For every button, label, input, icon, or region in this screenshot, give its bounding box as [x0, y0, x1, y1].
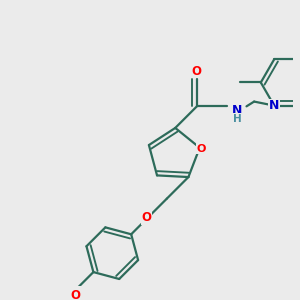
Text: O: O [70, 289, 80, 300]
Text: N: N [269, 99, 279, 112]
Text: O: O [192, 65, 202, 78]
Text: O: O [142, 211, 152, 224]
Text: O: O [197, 144, 206, 154]
Text: N: N [232, 104, 242, 117]
Text: H: H [232, 114, 241, 124]
